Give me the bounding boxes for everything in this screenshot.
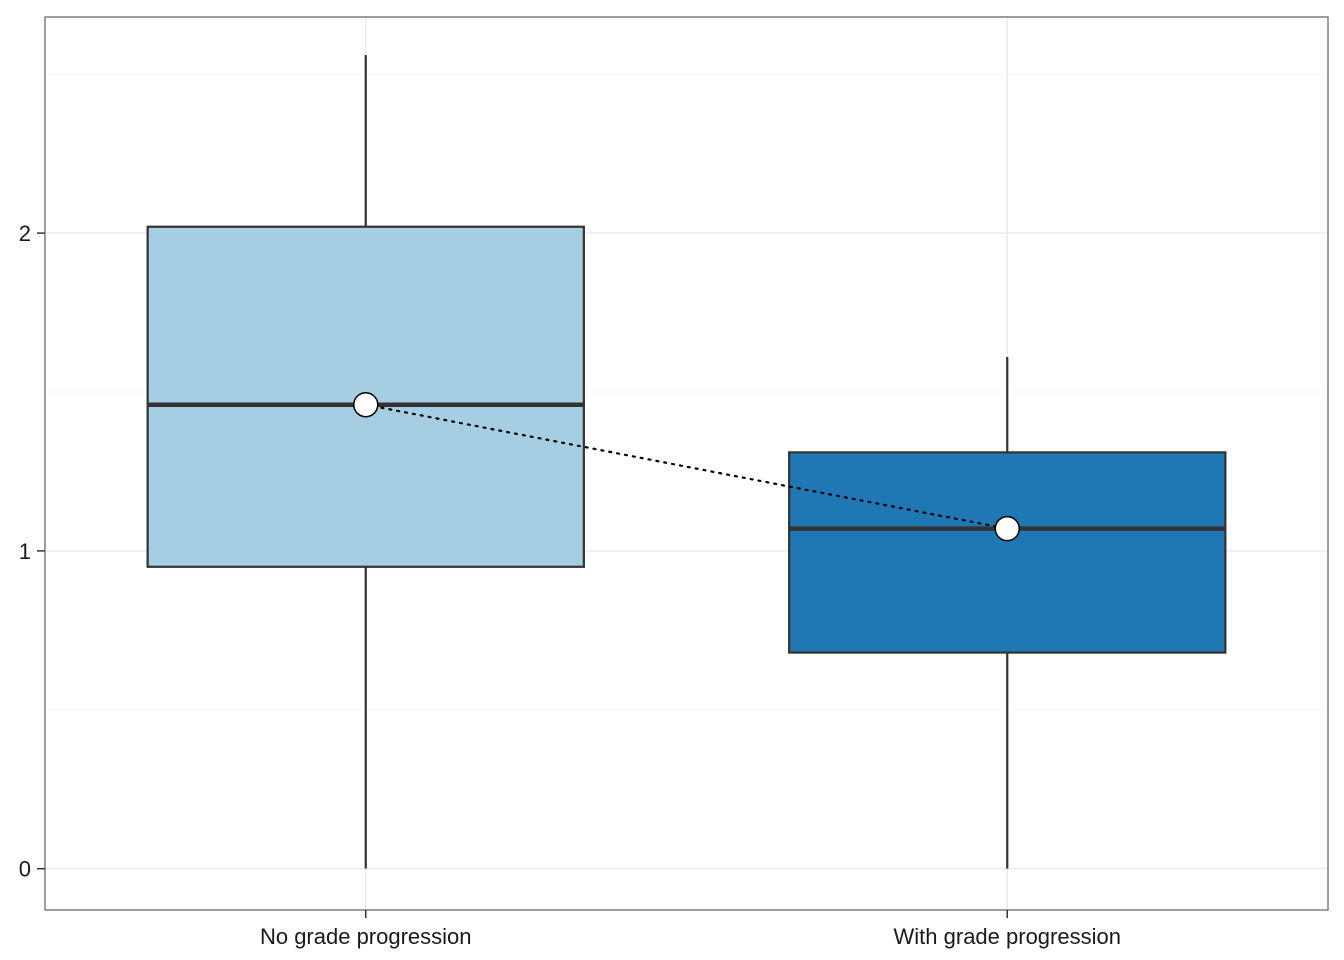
mean-point [994, 515, 1020, 542]
axes: 0 1 2 No grade progression With grade progre… [19, 221, 1121, 949]
boxes [146, 55, 1227, 869]
y-tick-label: 1 [19, 539, 31, 564]
panel-border [44, 16, 1329, 911]
x-tick-label: No grade progression [260, 924, 472, 949]
box-body [788, 451, 1227, 654]
y-tick-label: 0 [19, 857, 31, 882]
mean-markers [353, 391, 1020, 542]
x-tick-label: With grade progression [894, 924, 1121, 949]
y-tick-label: 2 [19, 221, 31, 246]
mean-connector-line [364, 403, 1009, 530]
mean-point [353, 391, 379, 418]
